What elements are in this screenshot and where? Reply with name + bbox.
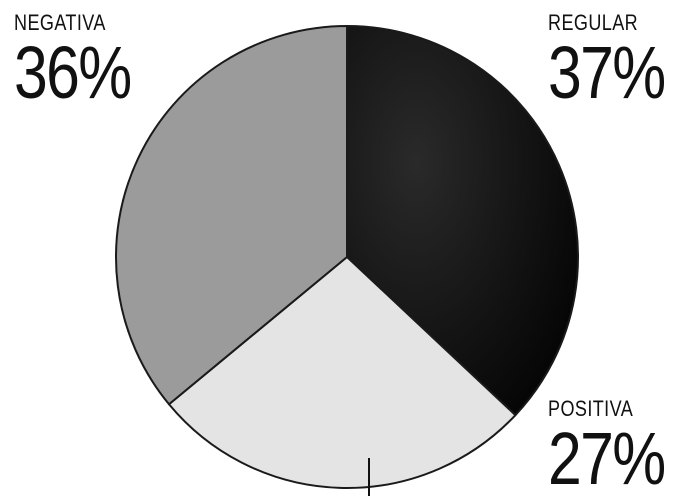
slice-label-negativa: NEGATIVA 36% [14, 12, 156, 110]
slice-value-negativa: 36% [14, 31, 132, 114]
slice-name-regular: REGULAR [548, 10, 639, 35]
slice-name-positiva: POSITIVA [548, 396, 634, 421]
pie-slice-positiva [168, 256, 517, 489]
slice-label-positiva: POSITIVA 27% [548, 398, 673, 496]
pie-slice-regular [346, 25, 579, 417]
slice-label-regular: REGULAR 37% [548, 12, 673, 110]
slice-value-regular: 37% [548, 31, 666, 114]
pie-slice-negativa [115, 25, 348, 406]
slice-value-positiva: 27% [548, 417, 666, 500]
slice-name-negativa: NEGATIVA [14, 10, 106, 35]
